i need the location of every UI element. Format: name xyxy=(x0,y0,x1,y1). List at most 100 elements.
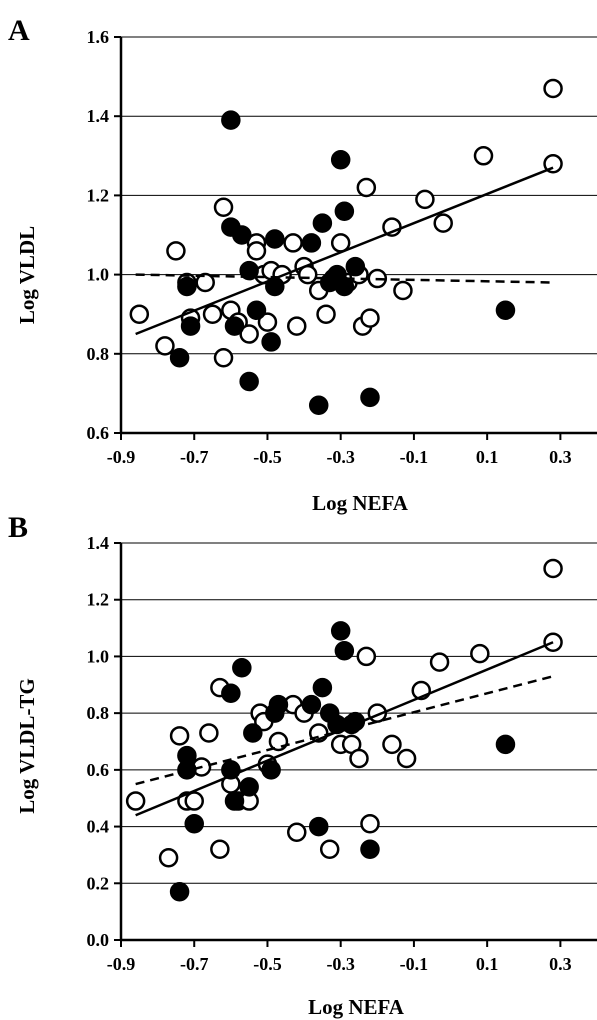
panel-b: B Log NEFA Log VLDL-TG 0.0 0.2 0.4 0.6 0.8 1.… xyxy=(8,511,597,1019)
panel-a-open-point xyxy=(202,304,223,324)
panel-b-y-tick-label: 0.4 xyxy=(87,817,110,837)
panel-b-open-point xyxy=(199,723,219,743)
panel-a: A Log NEFA Log VLDL 0.6 0.8 1.0 1.2 1.4 1.6 -0… xyxy=(8,14,597,515)
panel-b-x-tick-label: 0.1 xyxy=(476,954,499,974)
panel-b-filled-point xyxy=(221,683,241,704)
panel-b-x-tick-label: -0.9 xyxy=(107,954,136,974)
panel-b-y-tick-label: 0.8 xyxy=(87,703,110,723)
panel-b-open-point xyxy=(543,558,563,579)
panel-b-x-tick-label: -0.7 xyxy=(180,954,209,974)
panel-a-y-tick-label: 1.6 xyxy=(87,27,110,47)
panel-a-y-tick-label: 1.4 xyxy=(87,106,110,126)
panel-a-filled-point xyxy=(334,276,355,297)
panel-b-filled-point xyxy=(232,658,252,678)
panel-a-open-point xyxy=(166,241,186,261)
panel-b-solid-trendline xyxy=(135,641,554,817)
panel-a-open-point xyxy=(415,189,435,210)
panel-a-filled-point xyxy=(345,256,366,277)
panel-b-open-point xyxy=(169,726,190,746)
panel-b-filled-point xyxy=(239,777,259,797)
panel-b-x-tick-label: -0.5 xyxy=(253,954,282,974)
panel-b-letter: B xyxy=(8,511,28,544)
panel-b-filled-point xyxy=(308,816,329,837)
panel-a-open-point xyxy=(257,312,278,332)
panel-a-filled-point xyxy=(312,213,333,233)
panel-a-filled-point xyxy=(180,316,201,336)
panel-b-y-axis-title: Log VLDL-TG xyxy=(15,678,39,814)
panel-a-x-tick-label: -0.9 xyxy=(107,447,136,467)
panel-a-y-tick-label: 0.8 xyxy=(87,344,110,364)
panel-a-filled-point xyxy=(246,300,267,320)
panel-a-x-tick-label: 0.1 xyxy=(476,447,499,467)
panel-b-open-point xyxy=(349,748,369,769)
panel-a-filled-point xyxy=(330,150,351,170)
panel-b-y-tick-label: 0.0 xyxy=(87,930,110,950)
panel-a-open-point xyxy=(129,304,150,324)
panel-a-open-point xyxy=(356,177,377,198)
panel-a-x-axis-title: Log NEFA xyxy=(312,491,409,515)
panel-a-x-tick-label: -0.3 xyxy=(326,447,355,467)
panel-b-x-tick-label: 0.3 xyxy=(549,954,572,974)
panel-b-filled-point xyxy=(495,734,516,755)
panel-b-y-tick-label: 1.0 xyxy=(87,646,110,666)
panel-b-filled-point xyxy=(268,694,289,715)
panel-a-filled-point xyxy=(265,229,285,249)
panel-b-filled-point xyxy=(261,760,281,780)
panel-a-open-point xyxy=(213,348,234,368)
panel-a-y-tick-label: 1.2 xyxy=(87,185,110,205)
panel-b-filled-point xyxy=(184,813,204,834)
panel-b-x-axis-title: Log NEFA xyxy=(308,995,405,1019)
panel-a-filled-point xyxy=(239,260,259,281)
panel-a-open-point xyxy=(543,153,563,174)
panel-b-y-tick-label: 1.2 xyxy=(87,590,110,610)
panel-a-open-point xyxy=(155,336,175,356)
panel-b-filled-point xyxy=(334,641,355,661)
panel-b-open-point xyxy=(319,839,340,860)
panel-a-dashed-trendline xyxy=(135,273,554,284)
panel-b-x-tick-label: -0.1 xyxy=(400,954,429,974)
panel-b-open-point xyxy=(356,646,377,667)
panel-b-filled-point xyxy=(224,791,245,811)
panel-a-filled-point xyxy=(301,233,322,253)
panel-b-filled-point xyxy=(169,882,190,902)
panel-a-filled-point xyxy=(495,300,516,320)
panel-a-filled-point xyxy=(177,276,197,297)
panel-b-open-point xyxy=(184,791,204,811)
panel-a-filled-point xyxy=(232,225,252,245)
panel-a-open-point xyxy=(213,197,234,218)
panel-a-filled-point xyxy=(261,332,281,352)
panel-a-open-point xyxy=(473,146,494,166)
panel-a-solid-trendline xyxy=(135,166,554,336)
panel-b-y-tick-label: 1.4 xyxy=(87,533,110,553)
panel-b-open-point xyxy=(360,813,380,834)
panel-a-filled-point xyxy=(334,201,355,221)
panel-b-open-point xyxy=(382,734,402,755)
panel-a-filled-point xyxy=(169,348,190,368)
panel-a-y-tick-label: 0.6 xyxy=(87,423,110,443)
panel-a-open-point xyxy=(287,316,307,336)
panel-a-letter: A xyxy=(8,14,30,47)
panel-a-x-tick-label: -0.1 xyxy=(400,447,429,467)
panel-a-open-point xyxy=(246,241,267,261)
panel-b-filled-point xyxy=(360,839,380,860)
panel-a-filled-point xyxy=(221,110,241,130)
panel-b-filled-point xyxy=(243,723,263,743)
panel-b-open-point xyxy=(125,791,146,811)
panel-b-dashed-trendline xyxy=(135,675,554,786)
panel-b-open-point xyxy=(210,839,230,860)
panel-a-open-point xyxy=(393,280,413,301)
panel-a-open-point xyxy=(283,233,303,253)
panel-b-open-point xyxy=(470,643,490,664)
panel-a-open-point xyxy=(316,304,336,324)
panel-a-filled-point xyxy=(224,316,245,336)
panel-b-filled-point xyxy=(177,745,197,766)
panel-a-open-point xyxy=(239,324,259,344)
panel-b-y-tick-label: 0.6 xyxy=(87,760,110,780)
panel-a-open-point xyxy=(195,272,215,293)
panel-b-filled-point xyxy=(312,677,333,698)
panel-a-y-tick-label: 1.0 xyxy=(87,265,110,285)
panel-a-open-point xyxy=(360,308,380,328)
panel-a-x-tick-label: 0.3 xyxy=(549,447,572,467)
panel-a-x-tick-label: -0.7 xyxy=(180,447,209,467)
